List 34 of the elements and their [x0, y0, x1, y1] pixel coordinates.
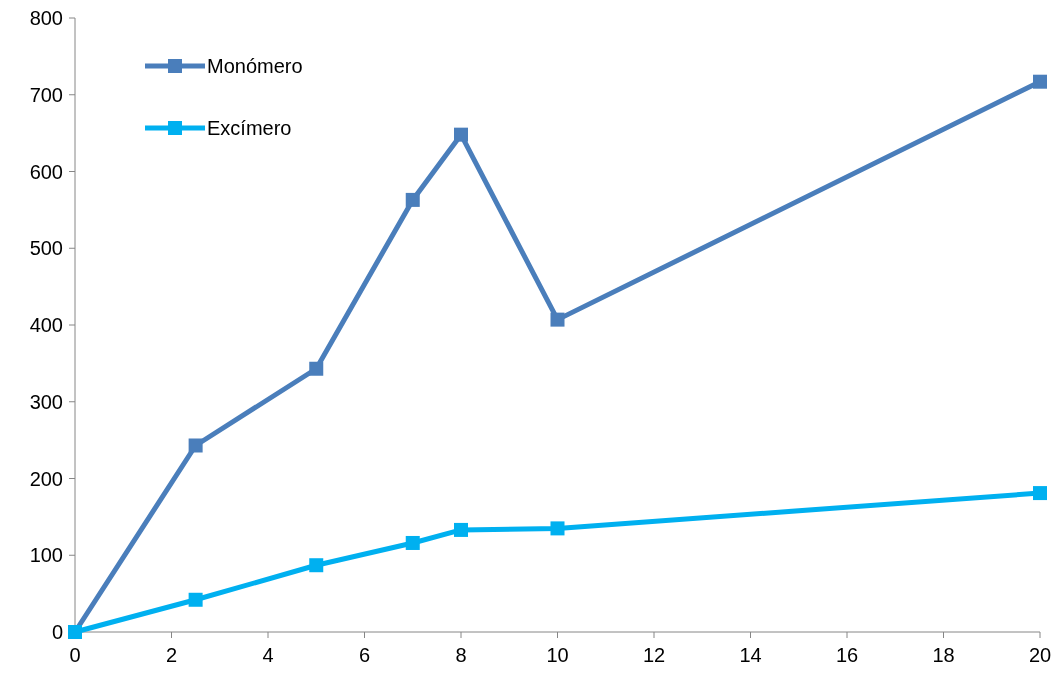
point: [1033, 486, 1047, 501]
x-tick-label: 14: [739, 644, 762, 666]
x-tick-label: 16: [835, 644, 859, 666]
y-tick-label: 400: [29, 314, 63, 336]
legend-label: Monómero: [207, 55, 303, 77]
point: [309, 558, 324, 573]
x-tick-label: 8: [455, 644, 467, 666]
x-tick-label: 6: [358, 644, 371, 666]
point: [1033, 74, 1047, 89]
x-tick-label: 10: [546, 644, 569, 666]
y-tick-label: 100: [29, 544, 63, 567]
x-tick-label: 12: [642, 644, 666, 666]
y-tick-label: 0: [51, 621, 63, 643]
x-tick-label: 0: [69, 644, 81, 666]
x-tick-label: 4: [262, 644, 274, 666]
y-tick-label: 800: [29, 7, 63, 29]
point: [188, 438, 203, 453]
point: [454, 522, 468, 537]
y-tick-label: 300: [29, 390, 63, 413]
y-tick-label: 200: [29, 467, 63, 490]
point: [454, 127, 468, 142]
legend-label: Excímero: [207, 117, 292, 139]
point: [405, 192, 420, 207]
y-tick-label: 700: [29, 83, 63, 106]
x-tick-label: 20: [1028, 644, 1052, 666]
point: [550, 312, 565, 327]
point: [550, 521, 565, 536]
x-tick-label: 2: [165, 644, 178, 666]
point: [188, 592, 203, 607]
point: [309, 361, 324, 376]
point: [405, 535, 420, 550]
x-tick-label: 18: [932, 644, 955, 666]
y-tick-label: 500: [29, 237, 63, 260]
y-tick-label: 600: [29, 160, 63, 183]
